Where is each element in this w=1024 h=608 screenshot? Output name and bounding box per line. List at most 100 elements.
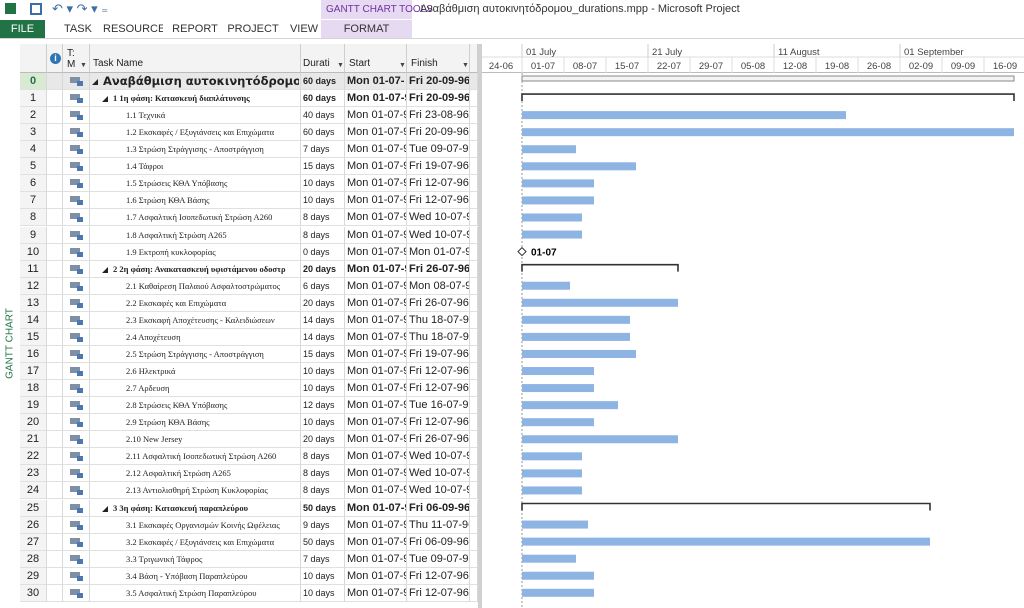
task-name-cell bbox=[90, 328, 301, 346]
timescale-top-label: 01 July bbox=[526, 47, 556, 58]
ribbon-tab[interactable]: TASK bbox=[64, 23, 92, 35]
task-finish: Fri 26-07-96 bbox=[407, 294, 470, 312]
task-start: Mon 01-07-9 bbox=[345, 175, 407, 193]
task-name[interactable]: 2.12 Ασφαλτική Στρώση Α265 bbox=[126, 468, 231, 479]
task-name-cell bbox=[90, 107, 301, 125]
task-start: Mon 01-07-9 bbox=[345, 226, 407, 244]
info-cell bbox=[47, 482, 63, 500]
task-name[interactable]: 2.2 Εκσκαφές και Επιχώματα bbox=[126, 297, 227, 308]
undo-button[interactable]: ↶ ▾ ↷ ▾ ₌ bbox=[52, 1, 109, 16]
extra-cell bbox=[470, 294, 478, 312]
task-name[interactable]: 1.7 Ασφαλτική Ισοπεδωτική Στρώση Α260 bbox=[126, 212, 273, 223]
task-name[interactable]: 2.1 Καθαίρεση Παλαιού Ασφαλτοστρώματος bbox=[126, 280, 281, 291]
task-name[interactable]: 1.8 Ασφαλτική Στρώση Α265 bbox=[126, 229, 227, 240]
task-name[interactable]: 2 2η φάση: Ανακατασκευή υφιστάμενου οδοσ… bbox=[113, 263, 286, 274]
column-header-label[interactable]: Start bbox=[349, 58, 371, 69]
task-mode-cell bbox=[63, 584, 90, 602]
task-finish: Fri 26-07-96 bbox=[407, 431, 470, 449]
row-number: 18 bbox=[20, 380, 47, 398]
row-number: 15 bbox=[20, 328, 47, 346]
ribbon-tab[interactable]: RESOURCE bbox=[103, 23, 163, 35]
task-mode-cell bbox=[63, 482, 90, 500]
task-start: Mon 01-07- bbox=[345, 73, 407, 90]
mode-header: T: bbox=[67, 48, 75, 59]
task-start: Mon 01-07-9 bbox=[345, 567, 407, 585]
task-start: Mon 01-07-9 bbox=[345, 345, 407, 363]
window-title: Αναβάθμιση αυτοκινητόδρομου_durations.mp… bbox=[420, 3, 740, 15]
task-name[interactable]: 2.5 Στρώση Στράγγισης - Αποστράγγιση bbox=[126, 348, 264, 359]
task-name[interactable]: 3.4 Βάση - Υπόβαση Παραπλεύρου bbox=[126, 570, 248, 581]
column-header-label[interactable]: Task Name bbox=[93, 58, 144, 69]
save-button[interactable] bbox=[30, 3, 42, 15]
task-name-cell bbox=[90, 158, 301, 176]
ribbon-tab[interactable]: FORMAT bbox=[321, 20, 412, 38]
task-name[interactable]: Αναβάθμιση αυτοκινητόδρομου bbox=[103, 74, 299, 88]
column-header bbox=[345, 44, 407, 73]
task-name[interactable]: 2.3 Εκσκαφή Αποχέτευσης - Καλειδιώσεων bbox=[126, 314, 275, 325]
collapse-toggle[interactable]: ◢ bbox=[102, 503, 109, 513]
task-name[interactable]: 1.3 Στρώση Στράγγισης - Αποστράγγιση bbox=[126, 144, 264, 155]
collapse-toggle[interactable]: ◢ bbox=[92, 77, 99, 86]
extra-cell bbox=[470, 175, 478, 193]
extra-cell bbox=[470, 380, 478, 398]
task-duration: 20 days bbox=[301, 294, 345, 312]
ribbon-tab[interactable]: VIEW bbox=[289, 23, 319, 35]
summary-bar bbox=[521, 93, 1015, 102]
timescale-bottom-label: 08-07 bbox=[573, 61, 597, 72]
column-header-label[interactable]: Finish bbox=[411, 58, 438, 69]
task-start: Mon 01-07-9 bbox=[345, 192, 407, 210]
task-name-cell bbox=[90, 73, 301, 90]
task-name[interactable]: 2.11 Ασφαλτική Ισοπεδωτική Στρώση Α260 bbox=[126, 451, 277, 462]
task-name[interactable]: 1.4 Τάφροι bbox=[126, 161, 164, 172]
task-name[interactable]: 1.9 Εκτροπή κυκλοφορίας bbox=[126, 246, 216, 257]
task-name[interactable]: 2.13 Αντιολισθηρή Στρώση Κυκλοφορίας bbox=[126, 485, 268, 496]
task-name[interactable]: 2.10 New Jersey bbox=[126, 434, 183, 445]
column-header bbox=[63, 44, 90, 73]
task-name[interactable]: 2.6 Ηλεκτρικά bbox=[126, 366, 176, 377]
task-bar bbox=[522, 162, 636, 171]
column-header-label[interactable]: Durati bbox=[303, 58, 330, 69]
task-finish: Tue 09-07-96 bbox=[407, 141, 470, 159]
task-duration: 10 days bbox=[301, 584, 345, 602]
collapse-toggle[interactable]: ◢ bbox=[102, 94, 109, 104]
task-duration: 50 days bbox=[301, 533, 345, 551]
collapse-toggle[interactable]: ◢ bbox=[102, 264, 109, 274]
task-name[interactable]: 1.5 Στρώσεις ΚΘΑ Υπόβασης bbox=[126, 178, 228, 189]
task-start: Mon 01-07-9 bbox=[345, 397, 407, 415]
info-cell bbox=[47, 465, 63, 483]
tools-tab-group bbox=[321, 0, 412, 19]
task-duration: 15 days bbox=[301, 158, 345, 176]
extra-cell bbox=[470, 499, 478, 517]
task-name[interactable]: 3.1 Εκσκαφές Οργανισμών Κοινής Ωφέλειας bbox=[126, 519, 280, 530]
task-finish: Fri 12-07-96 bbox=[407, 414, 470, 432]
extra-cell bbox=[470, 533, 478, 551]
ribbon-tab[interactable]: REPORT bbox=[172, 23, 218, 35]
row-number: 12 bbox=[20, 277, 47, 295]
task-name[interactable]: 3 3η φάση: Κατασκευή παραπλεύρου bbox=[113, 502, 249, 513]
timescale-bottom-label: 22-07 bbox=[657, 61, 681, 72]
task-name[interactable]: 2.8 Στρώσεις ΚΘΑ Υπόβασης bbox=[126, 400, 228, 411]
row-number: 27 bbox=[20, 533, 47, 551]
task-name[interactable]: 1.2 Εκσκαφές / Εξυγιάνσεις και Επιχώματα bbox=[126, 127, 275, 138]
task-name[interactable]: 2.9 Στρώση ΚΘΑ Βάσης bbox=[126, 417, 210, 428]
task-name[interactable]: 1.1 Τεχνικά bbox=[126, 110, 166, 121]
ribbon-tab[interactable]: PROJECT bbox=[227, 23, 279, 35]
task-bar bbox=[522, 213, 582, 222]
task-name[interactable]: 1.6 Στρώση ΚΘΑ Βάσης bbox=[126, 195, 210, 206]
row-number: 17 bbox=[20, 363, 47, 381]
ribbon-tab[interactable]: FILE bbox=[0, 20, 45, 38]
task-finish: Wed 10-07-9 bbox=[407, 209, 470, 227]
task-name[interactable]: 3.5 Ασφαλτική Στρώση Παραπλεύρου bbox=[126, 587, 257, 598]
row-number: 29 bbox=[20, 567, 47, 585]
task-name[interactable]: 2.7 Αρδευση bbox=[126, 383, 170, 394]
task-start: Mon 01-07-9 bbox=[345, 243, 407, 261]
task-name-cell bbox=[90, 192, 301, 210]
task-name[interactable]: 2.4 Αποχέτευση bbox=[126, 331, 181, 342]
task-name[interactable]: 1 1η φάση: Κατασκευή διαπλάτυνσης bbox=[113, 93, 250, 104]
task-name[interactable]: 3.2 Εκσκαφές / Εξυγιάνσεις και Επιχώματα bbox=[126, 536, 275, 547]
row-number: 21 bbox=[20, 431, 47, 449]
task-bar bbox=[522, 401, 618, 410]
task-mode-cell bbox=[63, 567, 90, 585]
task-name[interactable]: 3.3 Τριγωνική Τάφρος bbox=[126, 553, 203, 564]
task-bar bbox=[522, 145, 576, 154]
